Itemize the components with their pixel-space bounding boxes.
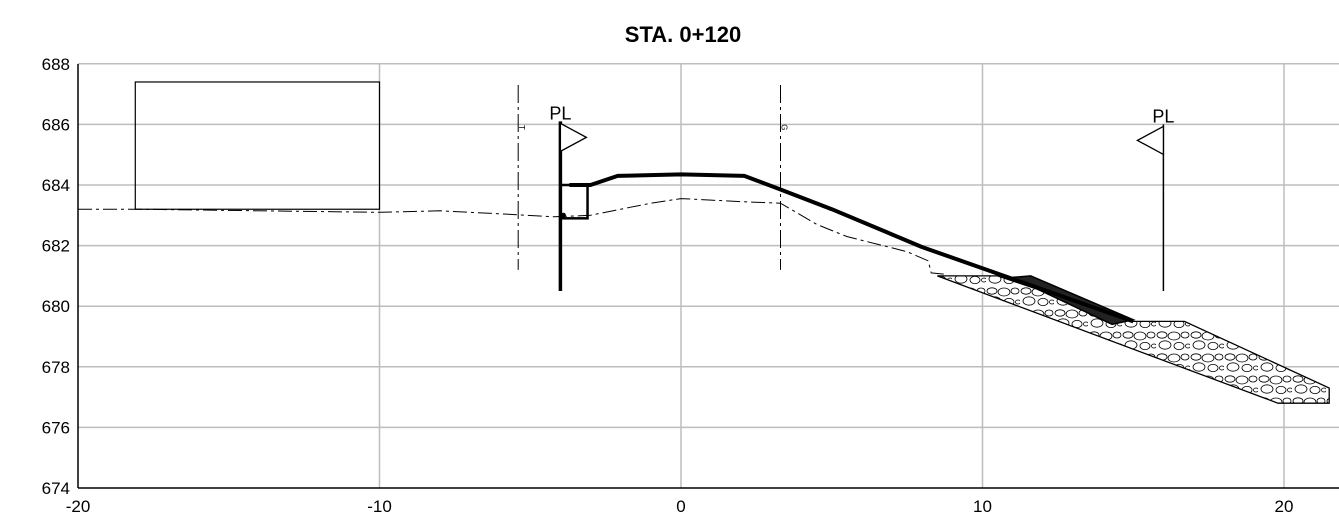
y-tick-label: 684 — [42, 176, 70, 195]
centerline-label: T — [517, 125, 526, 130]
station-title: STA. 0+120 — [625, 22, 741, 47]
y-tick-label: 682 — [42, 237, 70, 256]
curb-point-marker — [560, 212, 566, 218]
tick-labels: 674 676 678 680 682 684 686 688 -20 -10 0 10 20 — [42, 55, 1294, 516]
x-tick-label: -10 — [367, 497, 392, 516]
property-line-flag — [559, 122, 588, 153]
y-tick-label: 674 — [42, 479, 70, 498]
property-line-label: PL — [549, 103, 571, 123]
proposed-grade-line — [569, 172, 1134, 324]
existing-ground-line — [78, 198, 947, 275]
property-line-label: PL — [1152, 106, 1174, 126]
grid — [78, 63, 1339, 488]
x-tick-label: 20 — [1275, 497, 1294, 516]
y-tick-label: 676 — [42, 418, 70, 437]
section-features: T G PL PL — [78, 81, 1330, 404]
centerline-label: G — [779, 124, 788, 130]
x-tick-label: 0 — [676, 497, 685, 516]
property-line-flag — [1136, 125, 1165, 156]
y-tick-label: 688 — [42, 55, 70, 74]
riprap-fill — [937, 275, 1330, 404]
y-tick-label: 686 — [42, 115, 70, 134]
x-tick-label: 10 — [973, 497, 992, 516]
y-tick-label: 678 — [42, 358, 70, 377]
y-tick-label: 680 — [42, 297, 70, 316]
building-outline — [134, 81, 381, 210]
x-tick-label: -20 — [66, 497, 91, 516]
